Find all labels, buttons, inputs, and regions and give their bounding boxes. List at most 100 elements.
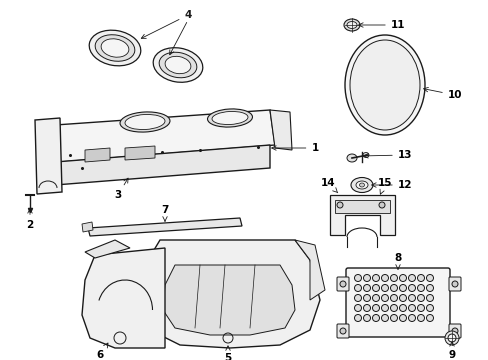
Circle shape xyxy=(417,284,424,292)
Circle shape xyxy=(381,284,387,292)
Polygon shape xyxy=(82,222,93,232)
Ellipse shape xyxy=(153,48,203,82)
Ellipse shape xyxy=(362,153,368,158)
Polygon shape xyxy=(269,110,291,150)
Circle shape xyxy=(363,305,370,311)
Polygon shape xyxy=(125,146,155,160)
Circle shape xyxy=(381,305,387,311)
Circle shape xyxy=(426,315,433,321)
Ellipse shape xyxy=(359,183,364,187)
Polygon shape xyxy=(55,145,269,185)
FancyBboxPatch shape xyxy=(448,277,460,291)
Circle shape xyxy=(407,294,415,302)
Circle shape xyxy=(339,328,346,334)
Text: 14: 14 xyxy=(320,178,337,193)
Ellipse shape xyxy=(345,35,424,135)
FancyBboxPatch shape xyxy=(346,268,449,337)
Circle shape xyxy=(417,294,424,302)
Polygon shape xyxy=(329,195,394,235)
Ellipse shape xyxy=(355,181,367,189)
Circle shape xyxy=(363,294,370,302)
Circle shape xyxy=(407,284,415,292)
Circle shape xyxy=(372,274,379,282)
Circle shape xyxy=(339,281,346,287)
Ellipse shape xyxy=(120,112,170,132)
Circle shape xyxy=(407,274,415,282)
Ellipse shape xyxy=(95,35,135,61)
Circle shape xyxy=(363,284,370,292)
Ellipse shape xyxy=(159,52,197,78)
Circle shape xyxy=(426,305,433,311)
Polygon shape xyxy=(294,240,325,300)
Circle shape xyxy=(354,284,361,292)
Circle shape xyxy=(417,274,424,282)
Ellipse shape xyxy=(125,114,164,130)
Text: 6: 6 xyxy=(96,343,108,360)
Circle shape xyxy=(399,315,406,321)
FancyBboxPatch shape xyxy=(448,324,460,338)
Text: 9: 9 xyxy=(447,342,455,360)
Circle shape xyxy=(426,284,433,292)
FancyBboxPatch shape xyxy=(336,277,348,291)
Text: 11: 11 xyxy=(358,20,405,30)
Polygon shape xyxy=(334,200,389,213)
Text: 8: 8 xyxy=(393,253,401,269)
Circle shape xyxy=(354,305,361,311)
Ellipse shape xyxy=(350,177,372,193)
FancyBboxPatch shape xyxy=(336,324,348,338)
Circle shape xyxy=(354,315,361,321)
Circle shape xyxy=(399,305,406,311)
Polygon shape xyxy=(85,240,130,258)
Text: 10: 10 xyxy=(423,87,461,100)
Circle shape xyxy=(363,315,370,321)
Polygon shape xyxy=(82,248,164,348)
Circle shape xyxy=(417,315,424,321)
Ellipse shape xyxy=(101,39,129,57)
Circle shape xyxy=(372,305,379,311)
Circle shape xyxy=(372,315,379,321)
Ellipse shape xyxy=(165,56,190,74)
Polygon shape xyxy=(55,110,274,162)
Text: 7: 7 xyxy=(161,205,168,221)
Circle shape xyxy=(451,328,457,334)
Ellipse shape xyxy=(212,112,247,125)
Text: 2: 2 xyxy=(26,209,34,230)
Ellipse shape xyxy=(346,22,356,28)
Circle shape xyxy=(426,274,433,282)
Polygon shape xyxy=(88,218,242,236)
Circle shape xyxy=(381,315,387,321)
Circle shape xyxy=(372,284,379,292)
Circle shape xyxy=(363,274,370,282)
Circle shape xyxy=(426,294,433,302)
Circle shape xyxy=(390,284,397,292)
Circle shape xyxy=(336,202,342,208)
Polygon shape xyxy=(85,148,110,162)
Ellipse shape xyxy=(207,109,252,127)
Ellipse shape xyxy=(343,19,359,31)
Circle shape xyxy=(390,305,397,311)
Circle shape xyxy=(378,202,384,208)
Circle shape xyxy=(381,274,387,282)
Circle shape xyxy=(354,274,361,282)
Circle shape xyxy=(399,274,406,282)
Circle shape xyxy=(407,315,415,321)
Circle shape xyxy=(390,315,397,321)
Polygon shape xyxy=(163,265,294,335)
Text: 1: 1 xyxy=(271,143,318,153)
Circle shape xyxy=(451,281,457,287)
Text: 12: 12 xyxy=(371,180,411,190)
Text: 13: 13 xyxy=(363,150,411,160)
Circle shape xyxy=(447,334,455,342)
Circle shape xyxy=(399,294,406,302)
Ellipse shape xyxy=(346,154,356,162)
Circle shape xyxy=(417,305,424,311)
Circle shape xyxy=(354,294,361,302)
Circle shape xyxy=(390,294,397,302)
Text: 3: 3 xyxy=(114,178,128,200)
Text: 5: 5 xyxy=(224,346,231,360)
Ellipse shape xyxy=(89,30,141,66)
Polygon shape xyxy=(35,118,62,194)
Circle shape xyxy=(372,294,379,302)
Circle shape xyxy=(407,305,415,311)
Polygon shape xyxy=(140,240,319,348)
